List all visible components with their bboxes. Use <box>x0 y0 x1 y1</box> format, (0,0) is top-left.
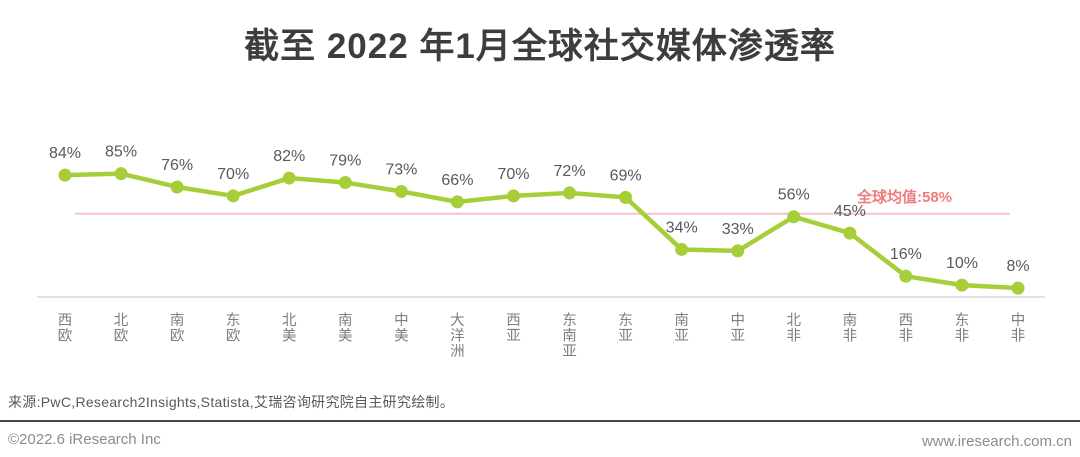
data-point-label: 82% <box>273 148 305 165</box>
penetration-line-chart: 全球均值:58% 84% 西欧 85% 北欧 76% 南欧 70% 东欧 82% 北美 79% 南美 73… <box>37 144 1045 360</box>
x-axis-label: 南欧 <box>170 312 185 345</box>
x-axis-label: 南亚 <box>674 312 689 345</box>
data-point-label: 45% <box>834 203 866 220</box>
x-axis-label: 东非 <box>955 312 970 345</box>
data-point <box>58 168 72 182</box>
data-point-label: 84% <box>49 145 81 162</box>
x-axis-label: 南非 <box>843 312 858 345</box>
chart-line <box>62 171 1021 291</box>
x-axis-label: 西非 <box>899 313 914 345</box>
x-axis-label: 大洋洲 <box>450 312 465 360</box>
x-axis-label: 东亚 <box>618 312 633 345</box>
data-point-label: 70% <box>217 166 249 183</box>
x-axis-label: 西欧 <box>58 313 73 345</box>
data-point-label: 10% <box>946 255 978 272</box>
data-point <box>506 189 520 203</box>
data-point <box>394 184 408 198</box>
data-point-label: 79% <box>329 153 361 170</box>
x-axis-label: 南美 <box>338 312 353 345</box>
data-point <box>731 244 745 258</box>
data-point-label: 8% <box>1006 258 1029 275</box>
data-point-label: 76% <box>161 157 193 174</box>
average-line-label: 全球均值:58% <box>856 188 952 206</box>
data-point <box>170 180 184 194</box>
data-point <box>619 190 633 204</box>
x-axis-label: 中非 <box>1011 312 1026 345</box>
x-axis-label: 北欧 <box>114 312 129 345</box>
data-point <box>338 176 352 190</box>
data-point <box>226 189 240 203</box>
data-point <box>114 167 128 181</box>
data-point-label: 56% <box>778 187 810 204</box>
x-axis-label: 北美 <box>282 312 297 345</box>
data-point <box>450 195 464 209</box>
footer-divider <box>0 420 1080 422</box>
data-point-label: 72% <box>554 163 586 180</box>
x-axis-label: 中美 <box>394 312 409 345</box>
data-point <box>675 242 689 256</box>
data-point <box>787 210 801 224</box>
data-point-label: 34% <box>666 219 698 236</box>
x-axis-label: 北非 <box>787 312 802 345</box>
data-point-label: 66% <box>441 172 473 189</box>
x-axis-label: 东欧 <box>226 312 241 345</box>
source-note: 来源:PwC,Research2Insights,Statista,艾瑞咨询研究… <box>8 394 455 410</box>
data-point-label: 73% <box>385 161 417 178</box>
data-point <box>563 186 577 200</box>
x-axis-label: 中亚 <box>730 312 745 345</box>
data-point-label: 16% <box>890 246 922 263</box>
footer-copyright: ©2022.6 iResearch Inc <box>8 431 161 448</box>
data-point <box>1011 281 1025 295</box>
data-point-label: 33% <box>722 221 754 238</box>
data-point-label: 85% <box>105 144 137 161</box>
x-axis-label: 西亚 <box>506 313 521 345</box>
footer-website: www.iresearch.com.cn <box>921 433 1072 450</box>
data-point-label: 69% <box>610 167 642 184</box>
data-point-label: 70% <box>497 166 529 183</box>
chart-title: 截至 2022 年1月全球社交媒体渗透率 <box>244 27 836 66</box>
data-point <box>955 278 969 292</box>
x-axis-label: 东南亚 <box>562 312 577 360</box>
data-point <box>282 171 296 185</box>
data-point <box>843 226 857 240</box>
data-point <box>899 269 913 283</box>
